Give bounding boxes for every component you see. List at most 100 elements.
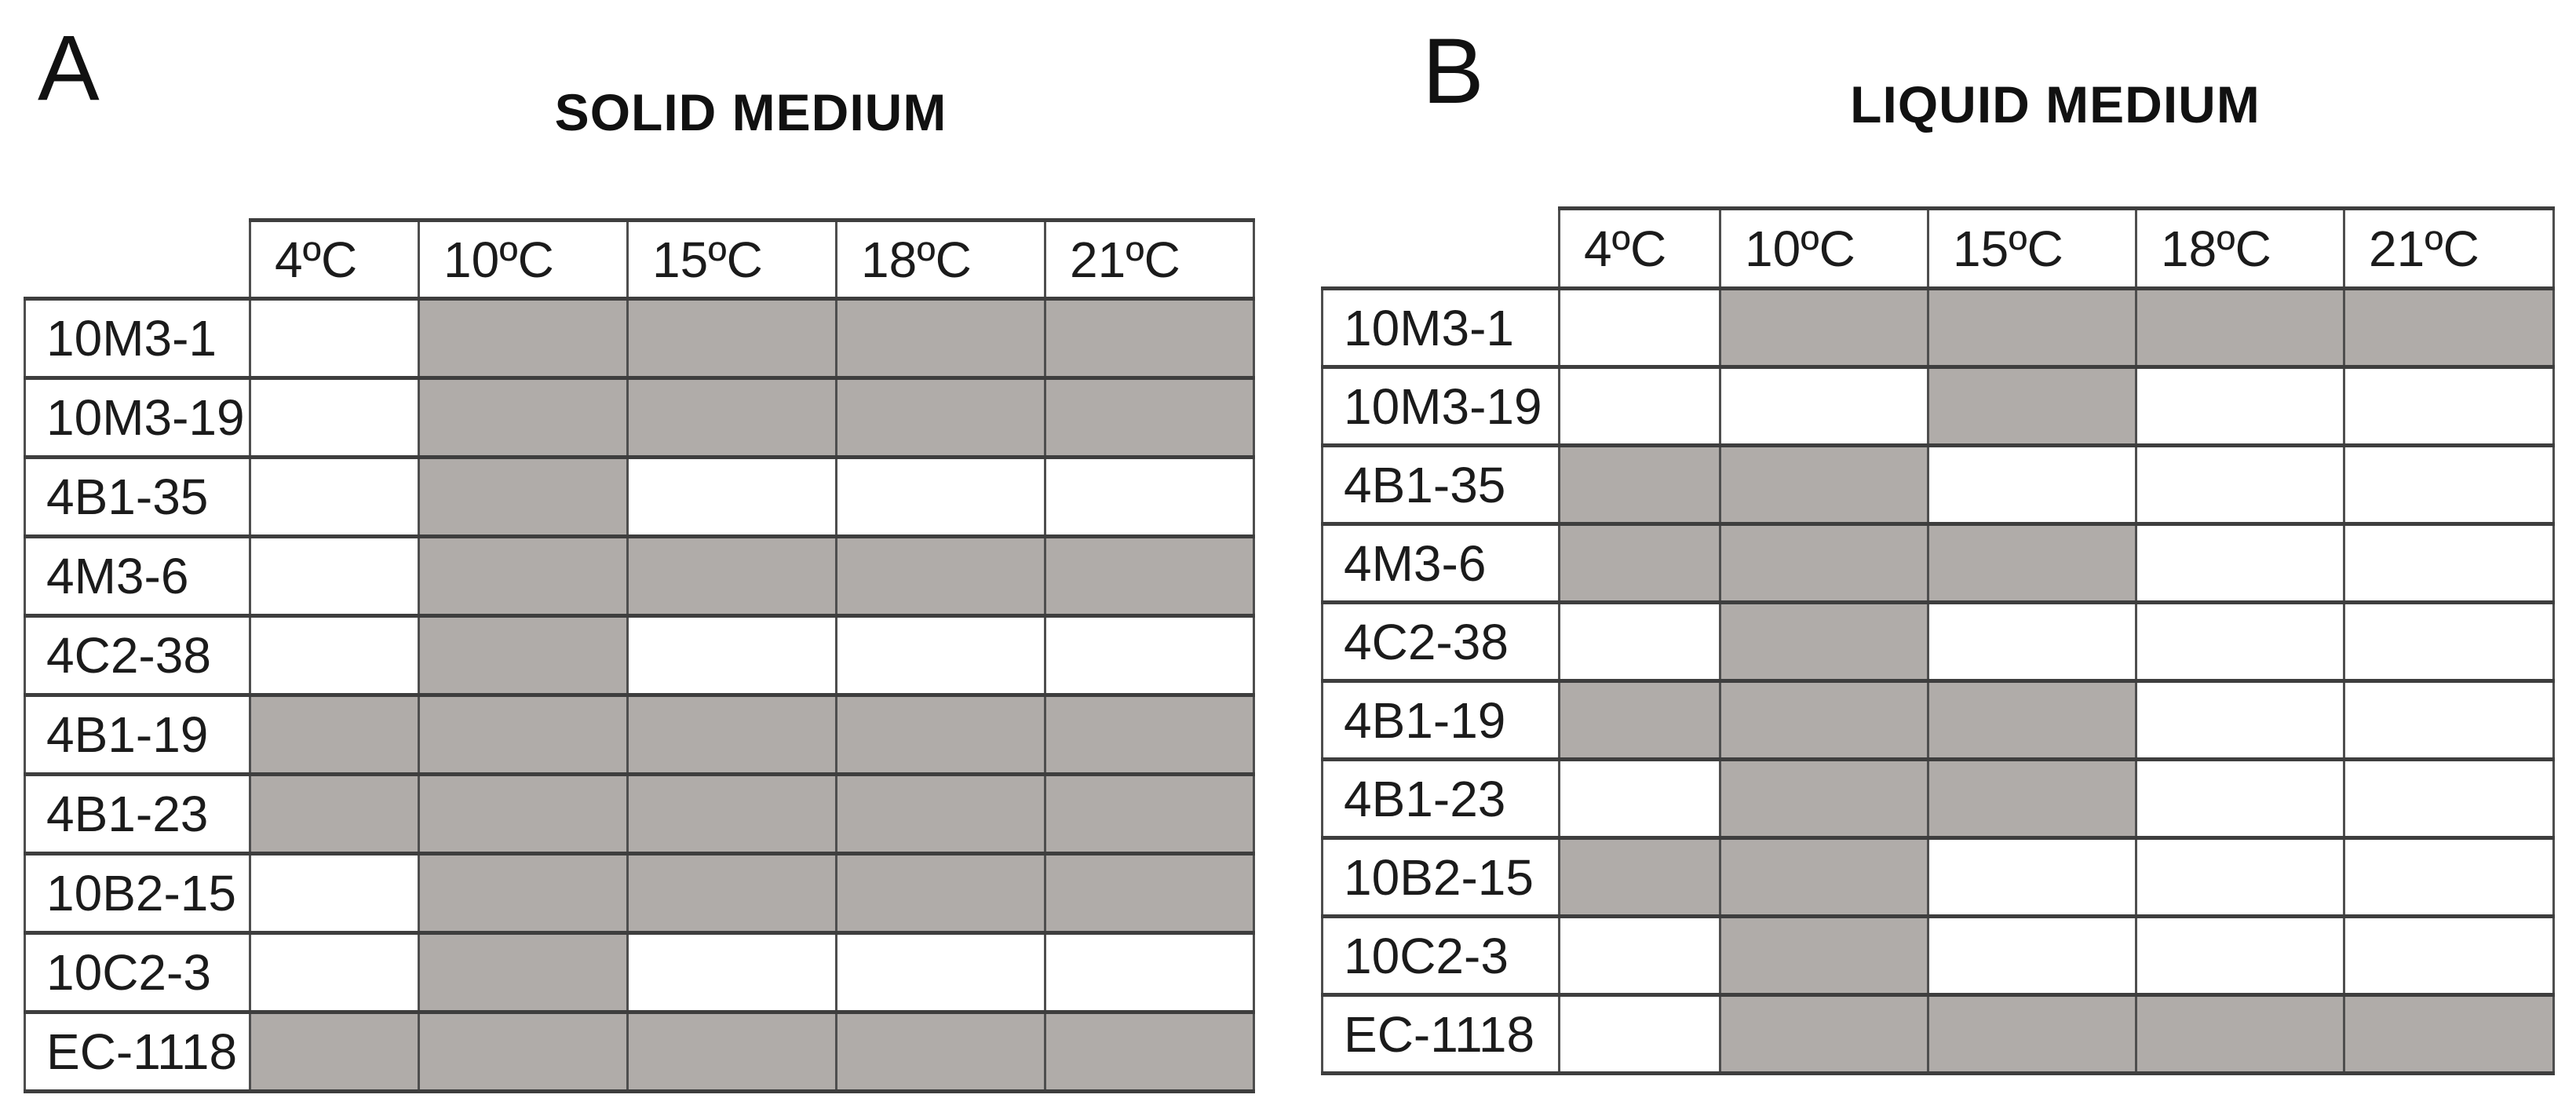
- strain-row: EC-1118: [1321, 993, 2555, 1075]
- strain-row: 4B1-35: [24, 455, 1255, 538]
- growth-cell-positive: [1558, 836, 1721, 918]
- growth-cell-positive: [626, 534, 837, 618]
- strain-row: 10B2-15: [1321, 836, 2555, 918]
- growth-cell-positive: [835, 852, 1046, 935]
- growth-cell-negative: [249, 614, 420, 697]
- temperature-column-header: 4ºC: [249, 218, 420, 301]
- strain-label: 4M3-6: [24, 534, 251, 618]
- growth-cell-negative: [835, 614, 1046, 697]
- growth-cell-negative: [2135, 443, 2345, 526]
- strain-row: 10M3-1: [24, 297, 1255, 380]
- growth-cell-positive: [835, 772, 1046, 856]
- growth-cell-negative: [2135, 836, 2345, 918]
- growth-cell-negative: [626, 931, 837, 1014]
- growth-cell-negative: [249, 455, 420, 538]
- growth-cell-positive: [626, 376, 837, 459]
- growth-cell-positive: [1719, 522, 1929, 604]
- growth-cell-positive: [1558, 679, 1721, 761]
- growth-cell-negative: [1927, 914, 2137, 997]
- growth-cell-negative: [2343, 600, 2555, 683]
- strain-label: 4B1-35: [24, 455, 251, 538]
- strain-row: 4B1-23: [1321, 757, 2555, 840]
- panel-a-letter: A: [38, 16, 100, 120]
- growth-cell-positive: [418, 1010, 629, 1093]
- growth-cell-negative: [626, 455, 837, 538]
- growth-cell-positive: [1044, 693, 1255, 776]
- growth-cell-negative: [2343, 522, 2555, 604]
- growth-cell-negative: [2343, 836, 2555, 918]
- strain-row: 4C2-38: [24, 614, 1255, 697]
- strain-label: 4B1-19: [24, 693, 251, 776]
- growth-cell-negative: [1558, 365, 1721, 447]
- strain-row: 10C2-3: [24, 931, 1255, 1014]
- growth-cell-negative: [1558, 914, 1721, 997]
- growth-cell-positive: [1044, 772, 1255, 856]
- growth-cell-negative: [249, 852, 420, 935]
- growth-cell-positive: [1927, 286, 2137, 369]
- growth-cell-negative: [249, 376, 420, 459]
- growth-cell-positive: [1719, 286, 1929, 369]
- growth-cell-positive: [835, 376, 1046, 459]
- growth-cell-positive: [835, 1010, 1046, 1093]
- strain-label: 10M3-19: [1321, 365, 1560, 447]
- header-row: 4ºC 10ºC 15ºC 18ºC 21ºC: [25, 218, 1255, 301]
- growth-cell-positive: [1927, 365, 2137, 447]
- corner-cell: [1323, 209, 1560, 289]
- growth-cell-positive: [418, 772, 629, 856]
- temperature-column-header: 15ºC: [626, 218, 837, 301]
- growth-cell-positive: [1558, 522, 1721, 604]
- strain-label: 10M3-1: [1321, 286, 1560, 369]
- growth-cell-positive: [2343, 993, 2555, 1075]
- temperature-column-header: 18ºC: [2135, 206, 2345, 290]
- growth-cell-negative: [1558, 757, 1721, 840]
- strain-row: 4M3-6: [1321, 522, 2555, 604]
- strain-label: 4B1-19: [1321, 679, 1560, 761]
- strain-label: 10M3-19: [24, 376, 251, 459]
- solid-medium-table: 4ºC 10ºC 15ºC 18ºC 21ºC 10M3-1 10M3-19 4B1-35 4M…: [24, 218, 1255, 1093]
- growth-cell-positive: [1719, 993, 1929, 1075]
- temperature-column-header: 4ºC: [1558, 206, 1721, 290]
- growth-cell-negative: [2135, 600, 2345, 683]
- growth-cell-positive: [626, 852, 837, 935]
- growth-cell-positive: [1044, 852, 1255, 935]
- growth-cell-positive: [418, 852, 629, 935]
- growth-cell-negative: [1719, 365, 1929, 447]
- temperature-column-header: 21ºC: [2343, 206, 2555, 290]
- growth-cell-negative: [2135, 757, 2345, 840]
- growth-cell-negative: [2135, 522, 2345, 604]
- panel-a-title: SOLID MEDIUM: [554, 83, 947, 141]
- growth-cell-positive: [249, 693, 420, 776]
- growth-cell-positive: [626, 1010, 837, 1093]
- growth-cell-positive: [1719, 679, 1929, 761]
- growth-cell-negative: [1927, 836, 2137, 918]
- header-row: 4ºC 10ºC 15ºC 18ºC 21ºC: [1323, 206, 2555, 290]
- growth-cell-positive: [1927, 993, 2137, 1075]
- growth-cell-positive: [418, 297, 629, 380]
- strain-label: 10B2-15: [24, 852, 251, 935]
- growth-cell-negative: [1558, 286, 1721, 369]
- growth-cell-positive: [418, 376, 629, 459]
- strain-row: 4B1-35: [1321, 443, 2555, 526]
- growth-cell-negative: [2135, 679, 2345, 761]
- panel-b-letter: B: [1422, 20, 1484, 123]
- growth-cell-negative: [2343, 443, 2555, 526]
- growth-cell-positive: [1044, 376, 1255, 459]
- strain-label: EC-1118: [24, 1010, 251, 1093]
- strain-label: 10M3-1: [24, 297, 251, 380]
- growth-cell-negative: [1044, 455, 1255, 538]
- growth-cell-positive: [1044, 297, 1255, 380]
- growth-cell-positive: [1044, 1010, 1255, 1093]
- growth-cell-negative: [2343, 914, 2555, 997]
- growth-cell-positive: [1719, 443, 1929, 526]
- strain-row: 10B2-15: [24, 852, 1255, 935]
- growth-cell-positive: [418, 614, 629, 697]
- temperature-column-header: 18ºC: [835, 218, 1046, 301]
- growth-cell-negative: [1558, 993, 1721, 1075]
- temperature-column-header: 21ºC: [1044, 218, 1255, 301]
- growth-cell-positive: [626, 693, 837, 776]
- growth-cell-positive: [1927, 757, 2137, 840]
- strain-label: EC-1118: [1321, 993, 1560, 1075]
- growth-cell-positive: [418, 455, 629, 538]
- growth-cell-negative: [2135, 914, 2345, 997]
- growth-cell-negative: [249, 931, 420, 1014]
